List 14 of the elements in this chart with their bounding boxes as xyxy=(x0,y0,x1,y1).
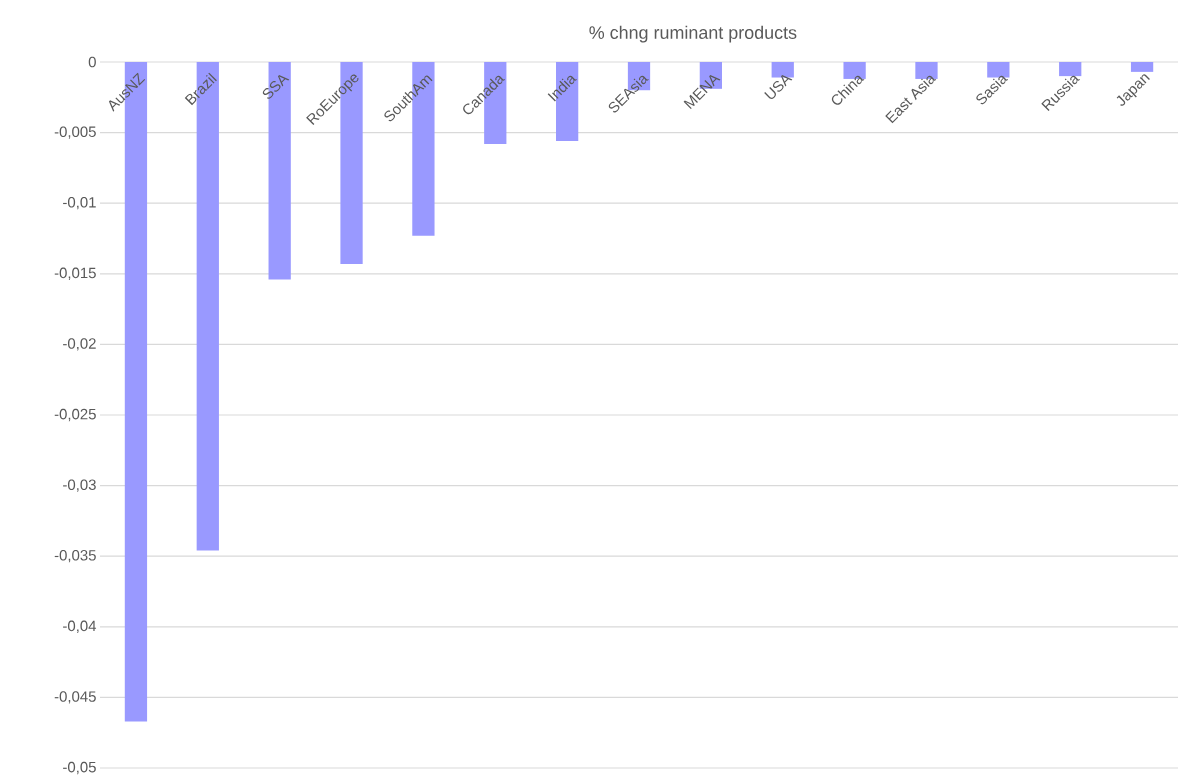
x-tick-label: USA xyxy=(764,75,793,99)
y-tick-label: -0,01 xyxy=(63,197,96,210)
y-tick-label: -0,04 xyxy=(63,620,97,633)
y-tick-label: -0,035 xyxy=(54,550,96,563)
y-tick-label: -0,03 xyxy=(63,479,96,492)
y-tick-label: -0,005 xyxy=(54,126,96,139)
x-tick-label: SSA xyxy=(262,75,290,99)
y-tick-label: -0,015 xyxy=(54,267,96,280)
y-tick-label: -0,02 xyxy=(63,338,96,351)
y-tick-label: 0 xyxy=(88,56,96,68)
chart-title: % chng ruminant products xyxy=(589,25,797,43)
y-tick-label: -0,025 xyxy=(54,408,96,422)
y-tick-label: -0,045 xyxy=(54,691,96,704)
y-tick-label: -0,05 xyxy=(63,761,96,775)
